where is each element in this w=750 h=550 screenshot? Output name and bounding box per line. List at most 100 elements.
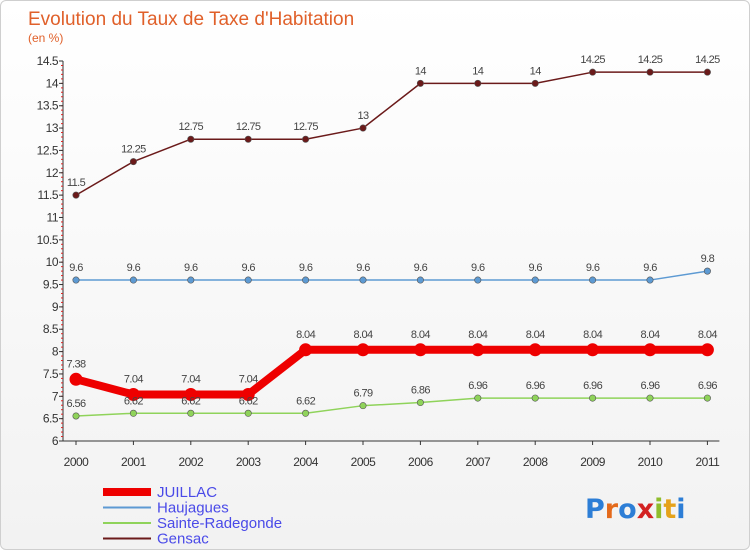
data-label: 6.56 [66, 398, 85, 410]
data-label: 6.96 [583, 380, 602, 392]
data-point [302, 135, 310, 143]
x-tick-label: 2011 [695, 455, 720, 469]
y-tick-label: 12.5 [37, 143, 59, 157]
series-line-haujagues [76, 270, 708, 281]
y-tick-label: 8.5 [43, 322, 59, 336]
data-labels: 11.5 12.25 12.75 12.75 12.75 13 14 14 14 14.25 14.… [66, 54, 720, 410]
data-point [528, 343, 542, 357]
data-label: 14 [472, 65, 484, 77]
series-line-gensac [75, 71, 708, 196]
data-point [299, 343, 313, 357]
data-point [703, 68, 711, 76]
data-point [359, 276, 367, 284]
data-point [471, 343, 485, 357]
data-point [586, 343, 600, 357]
data-point [244, 135, 252, 143]
y-tick-label: 14.5 [37, 54, 59, 68]
data-point [416, 79, 424, 87]
data-label: 9.6 [241, 262, 255, 274]
legend-label: Haujagues [157, 500, 229, 517]
data-point [531, 394, 539, 402]
data-point [187, 409, 195, 417]
data-point [356, 343, 370, 357]
data-point [474, 79, 482, 87]
data-point [184, 388, 198, 402]
data-label: 9.6 [356, 262, 370, 274]
logo-letter: x [637, 494, 654, 525]
y-tick-label: 13 [46, 121, 59, 135]
logo-letter: P [585, 494, 605, 525]
data-label: 6.96 [468, 380, 487, 392]
data-label: 6.96 [526, 380, 545, 392]
y-tick-label: 14 [46, 76, 59, 90]
series-layer [69, 68, 714, 420]
data-label: 6.79 [353, 388, 372, 400]
data-label: 6.86 [411, 385, 430, 397]
y-tick-label: 6 [52, 434, 59, 448]
data-point [187, 276, 195, 284]
data-label: 8.04 [640, 329, 659, 341]
y-tick-label: 11 [47, 210, 59, 224]
x-tick-label: 2006 [408, 455, 434, 469]
logo-letter: r [605, 494, 619, 525]
data-point [129, 276, 137, 284]
x-tick-label: 2005 [351, 455, 377, 469]
data-point [244, 409, 252, 417]
y-tick-label: 10 [46, 255, 59, 269]
data-point [643, 343, 657, 357]
data-point [646, 394, 654, 402]
x-tick-label: 2000 [64, 455, 90, 469]
x-tick-label: 2001 [121, 455, 147, 469]
data-label: 9.6 [299, 262, 313, 274]
data-point [129, 409, 137, 417]
data-point [589, 394, 597, 402]
data-point [126, 388, 140, 402]
chart-title: Evolution du Taux de Taxe d'Habitation [28, 9, 354, 30]
data-point [531, 276, 539, 284]
data-point [646, 68, 654, 76]
data-label: 8.04 [468, 329, 487, 341]
data-label: 12.75 [293, 121, 318, 133]
data-point [589, 276, 597, 284]
y-tick-label: 13.5 [37, 99, 59, 113]
data-label: 9.6 [471, 262, 485, 274]
data-point [474, 394, 482, 402]
y-tick-label: 9 [52, 300, 59, 314]
data-point [416, 276, 424, 284]
series-line-juillac [74, 345, 708, 399]
data-point [359, 124, 367, 132]
logo-letter: t [663, 494, 676, 525]
x-tick-label: 2008 [523, 455, 549, 469]
x-tick-label: 2004 [293, 455, 319, 469]
logo-letter: i [654, 494, 663, 525]
x-tick-label: 2002 [178, 455, 204, 469]
data-label: 8.04 [526, 329, 545, 341]
data-point [531, 79, 539, 87]
x-tick-label: 2007 [465, 455, 491, 469]
data-label: 8.04 [296, 329, 315, 341]
data-point [703, 394, 711, 402]
data-label: 12.25 [121, 144, 146, 156]
data-point [589, 68, 597, 76]
data-label: 6.96 [640, 380, 659, 392]
legend-label: Sainte-Radegonde [157, 515, 282, 532]
y-tick-label: 7 [52, 389, 59, 403]
data-label: 14 [415, 65, 427, 77]
proxiti-logo: Proxiti [585, 494, 686, 525]
y-tick-label: 10.5 [37, 233, 59, 247]
data-label: 7.04 [181, 374, 200, 386]
data-point [72, 276, 80, 284]
data-label: 7.38 [66, 358, 85, 370]
data-label: 7.04 [124, 374, 143, 386]
data-label: 11.5 [67, 177, 86, 189]
data-label: 9.6 [528, 262, 542, 274]
data-label: 9.6 [184, 262, 198, 274]
data-label: 13 [357, 110, 369, 122]
data-label: 6.62 [239, 395, 258, 407]
data-label: 8.04 [698, 329, 717, 341]
y-tick-label: 8 [52, 345, 59, 359]
data-label: 6.62 [296, 395, 315, 407]
data-point [474, 276, 482, 284]
logo-letter: o [618, 494, 637, 525]
axes: 6 6.5 7 7.5 8 8.5 9 9.5 10 10.5 11 11.5 12 12.5 13 13.5… [37, 54, 721, 469]
